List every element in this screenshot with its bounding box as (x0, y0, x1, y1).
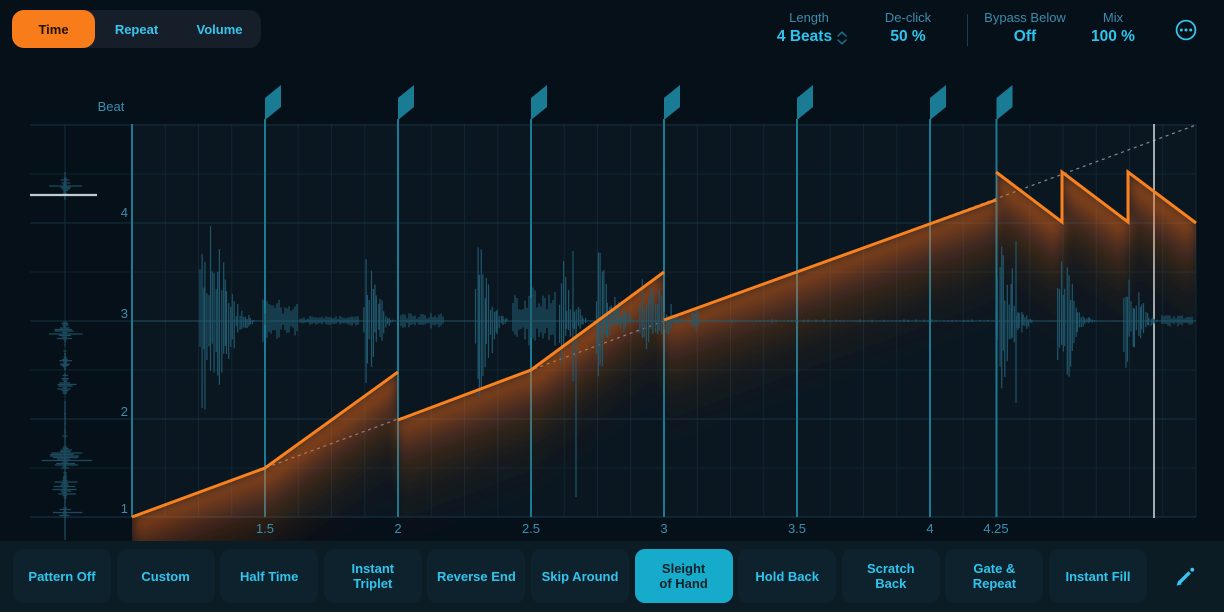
svg-text:2.5: 2.5 (522, 521, 540, 536)
svg-text:2: 2 (121, 404, 128, 419)
svg-text:3: 3 (121, 306, 128, 321)
svg-text:2: 2 (394, 521, 401, 536)
svg-text:4: 4 (926, 521, 933, 536)
svg-text:3: 3 (660, 521, 667, 536)
svg-text:3.5: 3.5 (788, 521, 806, 536)
svg-text:4.25: 4.25 (983, 521, 1008, 536)
svg-text:Beat: Beat (98, 99, 125, 114)
svg-text:4: 4 (121, 205, 128, 220)
svg-text:1: 1 (121, 501, 128, 516)
svg-text:1.5: 1.5 (256, 521, 274, 536)
